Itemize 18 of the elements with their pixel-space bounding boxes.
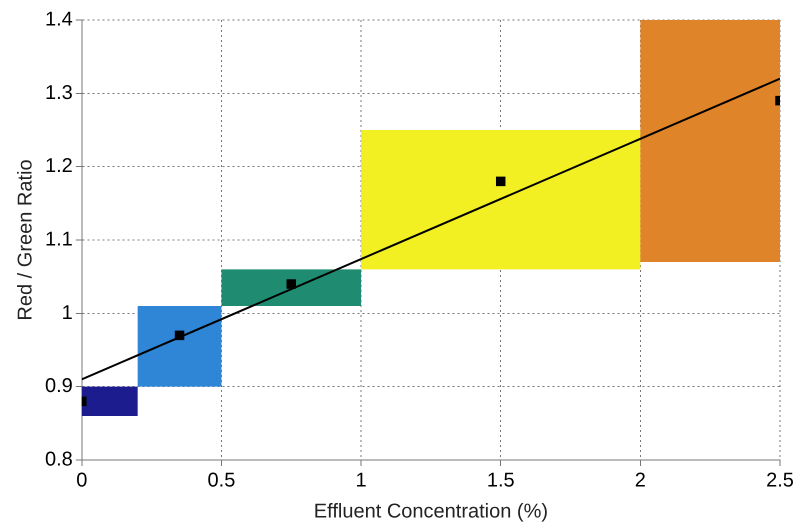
point (496, 176, 506, 186)
point (174, 330, 184, 340)
y-axis-title: Red / Green Ratio (14, 159, 37, 321)
x-tick-label: 2 (634, 470, 646, 492)
y-tick-label: 1.1 (44, 228, 73, 251)
x-tick-label: 1 (356, 470, 367, 492)
y-tick-label: 0.9 (44, 375, 73, 398)
x-tick-label: 2.5 (766, 470, 794, 492)
x-tick-label: 1.5 (486, 470, 515, 492)
x-axis-title: Effluent Concentration (%) (314, 500, 548, 523)
y-tick-label: 1.2 (44, 155, 73, 178)
y-tick-label: 0.8 (44, 448, 73, 471)
y-tick-label: 1.3 (44, 82, 73, 104)
point (286, 279, 296, 289)
y-tick-label: 1.4 (44, 8, 73, 31)
x-tick-label: 0.5 (208, 470, 236, 492)
x-tick-label: 0 (76, 470, 88, 492)
y-tick-label: 1 (62, 302, 73, 324)
